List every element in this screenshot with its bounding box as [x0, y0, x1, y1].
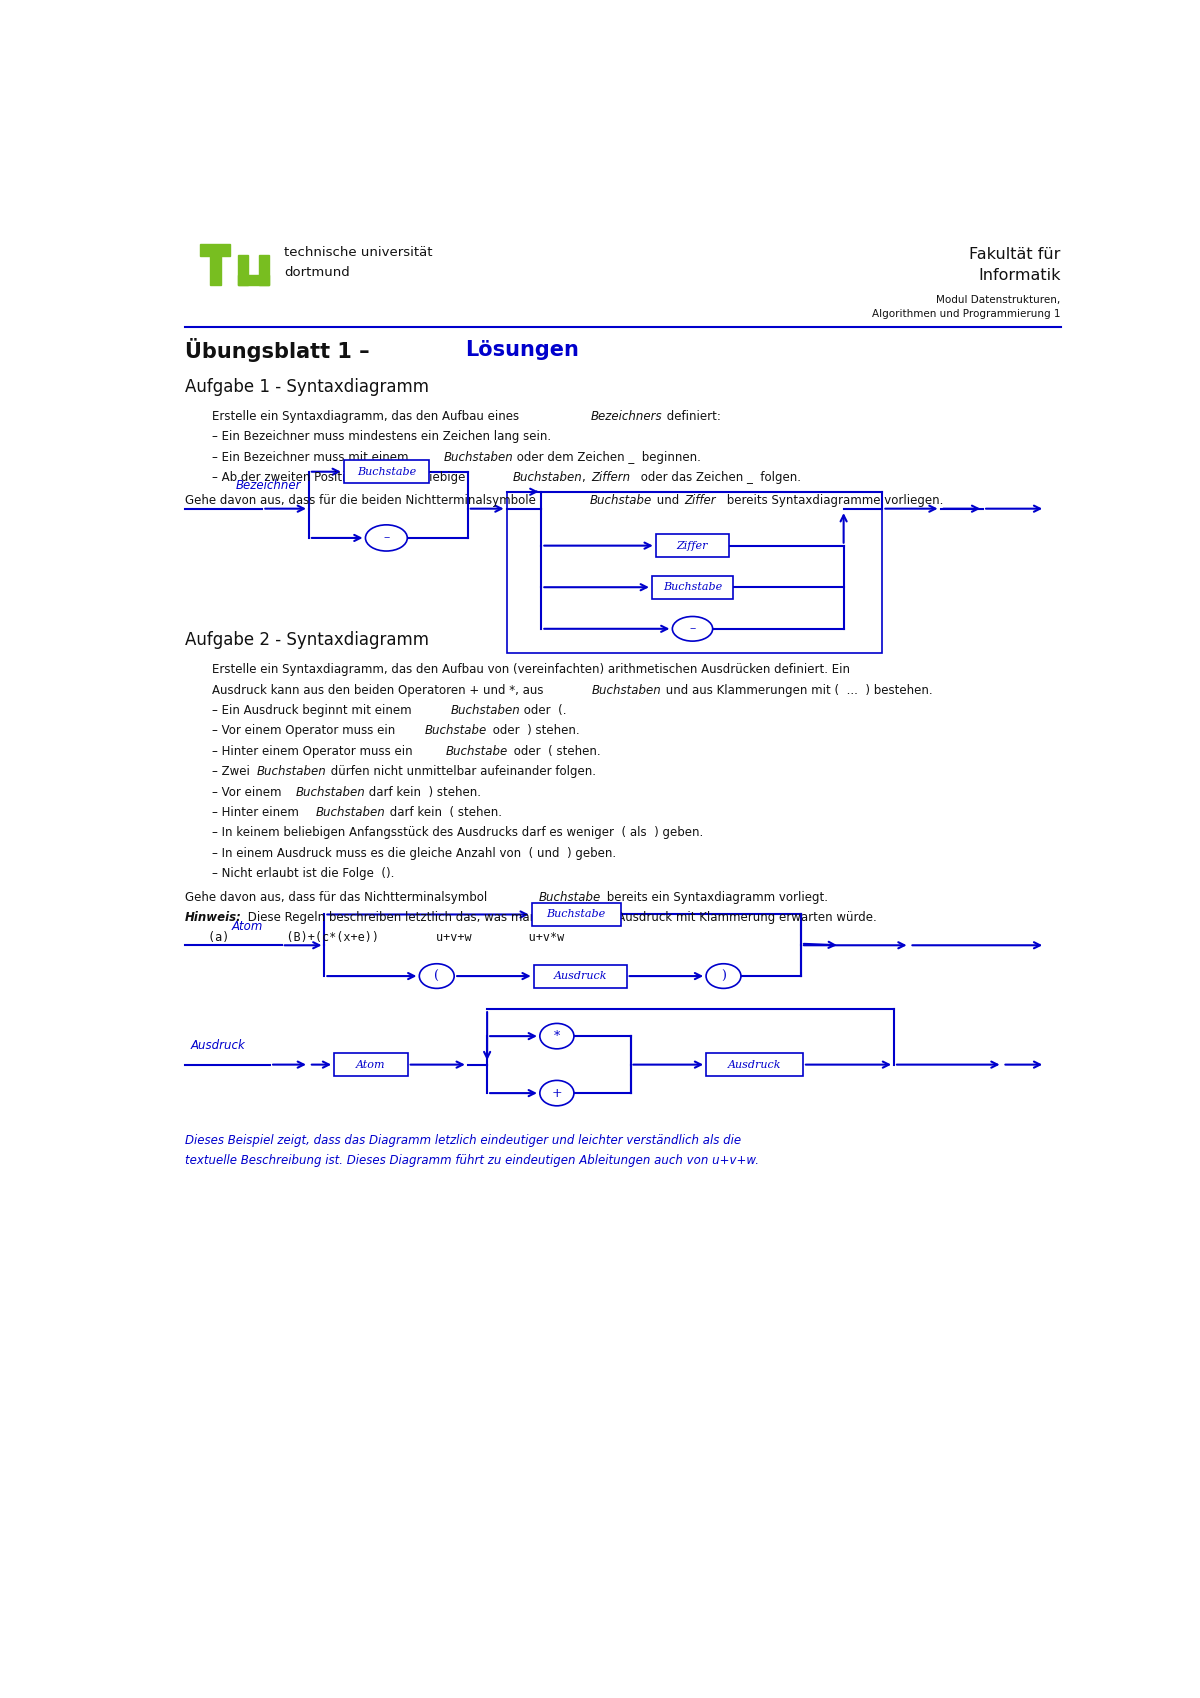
Text: – Hinter einem Operator muss ein: – Hinter einem Operator muss ein: [212, 745, 416, 757]
Ellipse shape: [706, 964, 740, 988]
Text: (: (: [434, 970, 439, 983]
Text: definiert:: definiert:: [664, 409, 721, 423]
Text: Buchstabe: Buchstabe: [446, 745, 509, 757]
FancyBboxPatch shape: [343, 460, 430, 484]
Text: – In keinem beliebigen Anfangsstück des Ausdrucks darf es weniger  ( als  ) gebe: – In keinem beliebigen Anfangsstück des …: [212, 827, 703, 839]
Text: Buchstaben: Buchstaben: [512, 470, 582, 484]
Text: oder  ( stehen.: oder ( stehen.: [510, 745, 600, 757]
Text: Buchstaben: Buchstaben: [451, 705, 521, 717]
Text: Atom: Atom: [356, 1060, 385, 1070]
Bar: [200, 245, 230, 256]
Ellipse shape: [540, 1080, 574, 1105]
Bar: [210, 255, 221, 285]
Text: Aufgabe 2 - Syntaxdiagramm: Aufgabe 2 - Syntaxdiagramm: [185, 630, 428, 649]
Text: Bezeichners: Bezeichners: [590, 409, 662, 423]
Text: – Ab der zweiten Position können beliebige: – Ab der zweiten Position können beliebi…: [212, 470, 469, 484]
Text: Fakultät für: Fakultät für: [970, 248, 1061, 261]
Text: bereits Syntaxdiagramme vorliegen.: bereits Syntaxdiagramme vorliegen.: [722, 494, 943, 508]
Text: – Zwei: – Zwei: [212, 766, 253, 778]
Bar: [238, 255, 247, 285]
Text: *: *: [553, 1029, 560, 1043]
FancyBboxPatch shape: [534, 964, 626, 988]
FancyBboxPatch shape: [652, 576, 733, 599]
Text: Erstelle ein Syntaxdiagramm, das den Aufbau eines: Erstelle ein Syntaxdiagramm, das den Auf…: [212, 409, 523, 423]
Text: Buchstabe: Buchstabe: [589, 494, 652, 508]
Text: – Hinter einem: – Hinter einem: [212, 807, 302, 818]
Ellipse shape: [366, 525, 407, 552]
Text: ): ): [721, 970, 726, 983]
Text: Buchstabe: Buchstabe: [547, 910, 606, 920]
Text: Aufgabe 1 - Syntaxdiagramm: Aufgabe 1 - Syntaxdiagramm: [185, 379, 428, 396]
Text: Buchstabe: Buchstabe: [356, 467, 416, 477]
Text: Informatik: Informatik: [978, 268, 1061, 284]
Text: (a)        (B)+(c*(x+e))        u+v+w        u+v*w: (a) (B)+(c*(x+e)) u+v+w u+v*w: [208, 932, 564, 944]
Ellipse shape: [672, 616, 713, 642]
Text: technische universität: technische universität: [284, 246, 432, 258]
Text: oder  ) stehen.: oder ) stehen.: [488, 725, 580, 737]
Text: – Ein Bezeichner muss mit einem: – Ein Bezeichner muss mit einem: [212, 450, 413, 464]
Text: –: –: [689, 621, 696, 635]
Text: Buchstabe: Buchstabe: [662, 582, 722, 593]
Text: +: +: [552, 1087, 562, 1100]
Text: oder dem Zeichen _  beginnen.: oder dem Zeichen _ beginnen.: [514, 450, 701, 464]
Text: Buchstaben: Buchstaben: [295, 786, 366, 798]
Text: Buchstabe: Buchstabe: [425, 725, 487, 737]
Text: textuelle Beschreibung ist. Dieses Diagramm führt zu eindeutigen Ableitungen auc: textuelle Beschreibung ist. Dieses Diagr…: [185, 1155, 758, 1167]
Text: – In einem Ausdruck muss es die gleiche Anzahl von  ( und  ) geben.: – In einem Ausdruck muss es die gleiche …: [212, 847, 616, 859]
Text: und aus Klammerungen mit (  ...  ) bestehen.: und aus Klammerungen mit ( ... ) bestehe…: [661, 684, 932, 696]
Ellipse shape: [540, 1024, 574, 1049]
Text: Ausdruck: Ausdruck: [727, 1060, 781, 1070]
Text: Buchstaben: Buchstaben: [592, 684, 661, 696]
Text: –: –: [383, 531, 390, 545]
Text: bereits ein Syntaxdiagramm vorliegt.: bereits ein Syntaxdiagramm vorliegt.: [602, 891, 828, 903]
FancyBboxPatch shape: [706, 1053, 803, 1077]
Text: Ausdruck: Ausdruck: [191, 1039, 245, 1051]
Text: Algorithmen und Programmierung 1: Algorithmen und Programmierung 1: [872, 309, 1061, 319]
Bar: [258, 255, 269, 285]
Text: Ziffer: Ziffer: [677, 540, 708, 550]
Text: darf kein  ( stehen.: darf kein ( stehen.: [385, 807, 502, 818]
Text: Ausdruck: Ausdruck: [553, 971, 607, 981]
FancyBboxPatch shape: [655, 535, 730, 557]
Ellipse shape: [419, 964, 454, 988]
Text: Ziffer: Ziffer: [684, 494, 715, 508]
Text: dortmund: dortmund: [284, 267, 350, 278]
Text: Lösungen: Lösungen: [466, 340, 580, 360]
Text: Buchstaben: Buchstaben: [257, 766, 326, 778]
Text: – Vor einem Operator muss ein: – Vor einem Operator muss ein: [212, 725, 398, 737]
Text: dürfen nicht unmittelbar aufeinander folgen.: dürfen nicht unmittelbar aufeinander fol…: [326, 766, 595, 778]
Text: Ziffern: Ziffern: [592, 470, 631, 484]
Text: und: und: [653, 494, 683, 508]
Text: Ausdruck kann aus den beiden Operatoren + und *, aus: Ausdruck kann aus den beiden Operatoren …: [212, 684, 547, 696]
Text: Buchstaben: Buchstaben: [316, 807, 385, 818]
Text: Erstelle ein Syntaxdiagramm, das den Aufbau von (vereinfachten) arithmetischen A: Erstelle ein Syntaxdiagramm, das den Auf…: [212, 664, 850, 676]
Text: Atom: Atom: [232, 920, 263, 932]
Text: Buchstaben: Buchstaben: [444, 450, 514, 464]
Text: – Ein Ausdruck beginnt mit einem: – Ein Ausdruck beginnt mit einem: [212, 705, 415, 717]
Text: Buchstabe: Buchstabe: [539, 891, 601, 903]
Text: Gehe davon aus, dass für das Nichtterminalsymbol: Gehe davon aus, dass für das Nichttermin…: [185, 891, 491, 903]
Text: Übungsblatt 1 –: Übungsblatt 1 –: [185, 338, 377, 362]
Text: Gehe davon aus, dass für die beiden Nichtterminalsymbole: Gehe davon aus, dass für die beiden Nich…: [185, 494, 540, 508]
FancyBboxPatch shape: [334, 1053, 408, 1077]
Text: Bezeichner: Bezeichner: [235, 479, 301, 492]
Text: Dieses Beispiel zeigt, dass das Diagramm letzlich eindeutiger und leichter verst: Dieses Beispiel zeigt, dass das Diagramm…: [185, 1134, 742, 1146]
Bar: [238, 275, 269, 285]
Text: – Vor einem: – Vor einem: [212, 786, 286, 798]
FancyBboxPatch shape: [532, 903, 620, 925]
Text: darf kein  ) stehen.: darf kein ) stehen.: [366, 786, 481, 798]
Text: oder  (.: oder (.: [521, 705, 566, 717]
Text: Diese Regeln beschreiben letztlich das, was man unter einem Ausdruck mit Klammer: Diese Regeln beschreiben letztlich das, …: [244, 912, 876, 924]
Text: – Ein Bezeichner muss mindestens ein Zeichen lang sein.: – Ein Bezeichner muss mindestens ein Zei…: [212, 430, 551, 443]
Text: Hinweis:: Hinweis:: [185, 912, 241, 924]
Text: Modul Datenstrukturen,: Modul Datenstrukturen,: [936, 295, 1061, 306]
Text: ,: ,: [582, 470, 590, 484]
Text: – Nicht erlaubt ist die Folge  ().: – Nicht erlaubt ist die Folge ().: [212, 868, 395, 880]
Text: oder das Zeichen _  folgen.: oder das Zeichen _ folgen.: [637, 470, 800, 484]
